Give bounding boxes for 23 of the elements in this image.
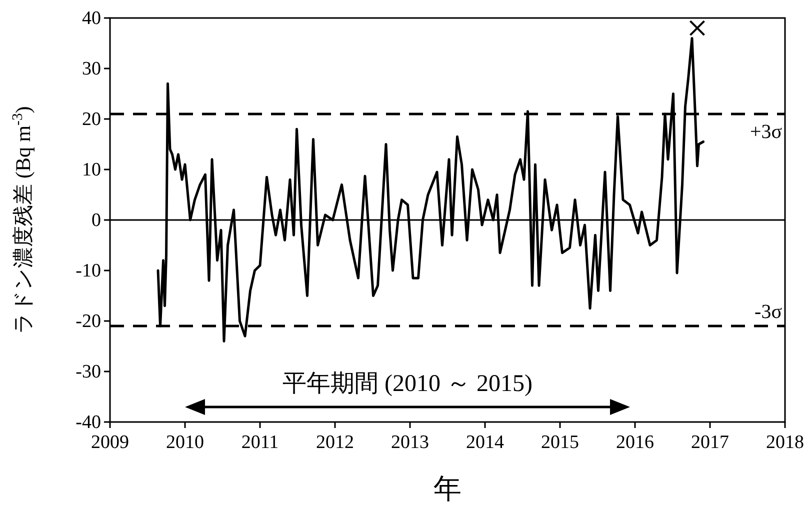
y-tick-label: 0 — [92, 210, 101, 231]
ref-line-label: -3σ — [754, 301, 782, 324]
x-tick-label: 2013 — [391, 432, 429, 453]
y-tick-label: -20 — [76, 311, 101, 332]
x-tick-label: 2016 — [616, 432, 654, 453]
x-tick-label: 2012 — [316, 432, 354, 453]
y-tick-label: -30 — [76, 362, 101, 382]
x-axis-title: 年 — [434, 474, 462, 505]
annotation: 平年期間 (2010 ～ 2015) — [282, 371, 532, 397]
x-tick-label: 2014 — [466, 432, 504, 453]
y-tick-label: 30 — [82, 58, 101, 80]
y-tick-label: -10 — [76, 260, 101, 282]
x-tick-label: 2010 — [166, 432, 204, 453]
y-tick-label: 40 — [82, 8, 101, 29]
ref-line-label: +3σ — [750, 120, 782, 143]
x-tick-label: 2017 — [691, 432, 729, 453]
y-tick-label: 10 — [82, 160, 101, 180]
y-tick-label: 20 — [82, 109, 101, 130]
x-tick-label: 2009 — [91, 432, 129, 453]
x-tick-label: 2011 — [241, 432, 279, 453]
x-tick-label: 2018 — [766, 432, 804, 453]
y-tick-label: -40 — [76, 412, 101, 433]
x-tick-label: 2015 — [541, 432, 579, 453]
